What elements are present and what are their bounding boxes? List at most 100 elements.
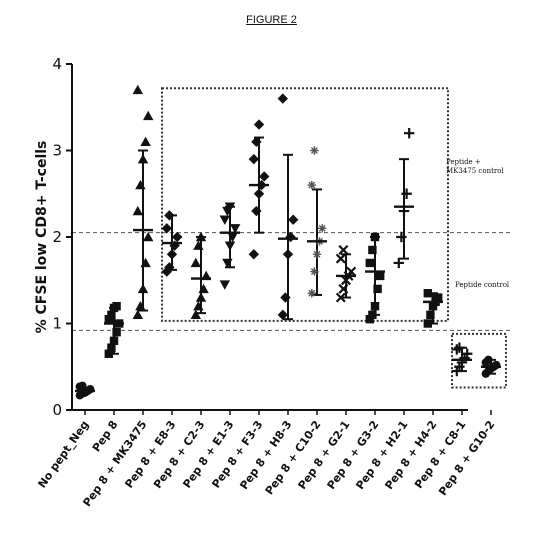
data-point	[346, 266, 357, 277]
data-point	[338, 283, 349, 294]
data-point	[428, 302, 438, 311]
x-tick-label: No pept_Neg	[35, 418, 91, 490]
data-point	[143, 110, 154, 121]
data-point	[198, 283, 209, 294]
data-point	[230, 224, 241, 234]
data-point	[251, 205, 262, 217]
data-point	[107, 310, 116, 320]
data-point	[112, 327, 121, 337]
reference-label-peptide: Peptide control	[455, 281, 510, 289]
data-point	[492, 360, 501, 370]
data-point	[164, 210, 175, 221]
group-14	[451, 342, 473, 377]
data-point	[484, 355, 493, 365]
data-point	[193, 301, 204, 311]
data-point	[376, 271, 385, 281]
data-point	[193, 240, 204, 250]
data-point	[365, 258, 374, 268]
data-point	[164, 262, 175, 273]
data-point	[137, 153, 149, 164]
data-point	[370, 302, 380, 311]
y-tick-label: 4	[52, 55, 62, 73]
data-point	[423, 319, 432, 328]
group-12	[393, 128, 415, 269]
data-point	[259, 171, 270, 182]
data-point	[251, 136, 262, 148]
data-point	[404, 128, 415, 139]
data-point	[426, 310, 435, 320]
data-point	[393, 257, 404, 269]
data-point	[401, 188, 412, 199]
data-point	[277, 309, 288, 321]
data-point	[288, 214, 299, 225]
data-point	[132, 309, 143, 320]
group-9	[307, 146, 327, 298]
data-point	[219, 280, 230, 290]
data-point	[280, 292, 291, 303]
data-point	[285, 231, 296, 243]
group-7	[248, 119, 270, 260]
group-1	[75, 381, 95, 400]
y-tick-label: 2	[52, 228, 62, 246]
data-point	[86, 385, 95, 394]
group-11	[365, 232, 385, 324]
data-point	[109, 336, 119, 345]
y-axis-label: % CFSE low CD8+ T-cells	[34, 141, 50, 334]
group-2	[104, 302, 124, 358]
data-point	[224, 202, 236, 212]
data-point	[135, 301, 146, 311]
group-4	[161, 210, 183, 277]
y-tick-label: 0	[52, 401, 62, 419]
data-point	[248, 153, 259, 165]
data-marks	[75, 84, 501, 400]
data-point	[312, 250, 322, 259]
data-point	[219, 215, 230, 225]
data-point	[310, 146, 319, 155]
annotation-boxes	[161, 87, 507, 389]
y-tick-label: 1	[52, 315, 62, 333]
data-point	[370, 232, 380, 242]
data-point	[335, 253, 346, 264]
data-point	[107, 343, 116, 352]
data-point	[423, 289, 432, 298]
data-point	[132, 84, 143, 95]
group-15	[481, 355, 501, 378]
group-13	[423, 289, 443, 328]
data-point	[248, 249, 259, 260]
annotation-box	[161, 87, 449, 322]
data-point	[195, 231, 207, 242]
group-8	[277, 93, 299, 321]
data-point	[172, 231, 183, 243]
data-point	[373, 284, 382, 294]
data-point	[462, 348, 473, 359]
data-point	[135, 179, 146, 190]
data-point	[282, 249, 294, 260]
group-10	[335, 244, 357, 303]
data-point	[253, 188, 265, 199]
data-point	[368, 245, 377, 255]
data-point	[222, 258, 233, 269]
data-point	[335, 292, 346, 303]
data-point	[368, 310, 377, 320]
data-point	[143, 231, 154, 242]
data-point	[365, 314, 374, 324]
figure-title: FIGURE 2	[246, 14, 297, 26]
axes: 0 1 2 3 4	[52, 55, 492, 419]
data-point	[277, 93, 288, 104]
data-point	[338, 244, 349, 255]
data-point	[104, 314, 113, 324]
data-point	[318, 224, 327, 233]
y-tick-label: 3	[52, 142, 62, 160]
group-5	[190, 231, 212, 320]
data-point	[195, 292, 207, 302]
data-point	[224, 241, 236, 251]
data-point	[396, 231, 407, 243]
data-point	[454, 342, 465, 353]
data-point	[112, 302, 121, 311]
data-point	[140, 257, 151, 268]
data-point	[310, 267, 319, 276]
data-point	[253, 119, 265, 130]
data-point	[137, 283, 149, 294]
